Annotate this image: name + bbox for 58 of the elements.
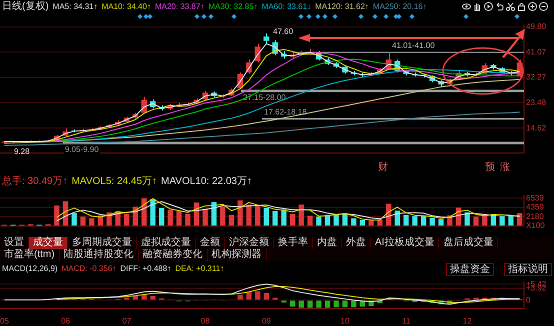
y-tick-label: 41.07 [526,47,547,56]
text: 预 [485,162,495,173]
text: MA60: 33.61↓ [262,1,312,13]
x-tick-label: 11 [402,316,411,326]
annotation: 41.01-41.00 [392,41,435,51]
y-tick-label: 6539 [526,193,544,202]
text: 金额 [196,237,225,249]
text: 成交量 [29,237,68,249]
chart-title: 日线(复权) [2,0,49,13]
x-tick-label: 09 [262,316,272,326]
text: MA5: 34.31↑ [52,1,98,13]
series-label: MAVOL10: 22.03万↑ [161,175,252,188]
y-tick-label: 23.48 [526,98,547,107]
y-tick-label: 49.80 [526,22,547,32]
text: MA10: 34.40↑ [102,1,151,13]
text: 市盈率(ttm) [0,249,60,261]
y-tick-label: X100 [526,221,546,230]
text: 财 [378,162,388,173]
text: DIFF: +0.488↑ [120,263,172,275]
text: 多周期成交量 [68,237,137,249]
band-label: 9.05-9.90 [64,144,100,154]
text: 内盘 [313,237,342,249]
series-label: MAVOL5: 24.45万↑ [72,175,158,188]
x-tick-label: 07 [122,316,132,326]
annotation: 47.60 [273,27,294,37]
x-tick-label: 05 [0,316,10,326]
text: MA250: 20.16↑ [372,1,427,13]
text: DEA: +0.311↑ [175,263,224,275]
y-tick-label: 4359 [526,202,544,212]
x-tick-label: 08 [200,316,210,326]
text: 换手率 [274,237,313,249]
text: MA30: 32.85↑ [208,1,258,13]
text: 涨 [500,162,510,173]
text: 机构探测器 [208,249,267,261]
text: 外盘 [342,237,371,249]
text: 盘后成交量 [439,237,498,249]
text: 指标说明 [504,263,552,276]
text: MA120: 31.62↑ [315,1,369,13]
text: 虚拟成交量 [137,237,196,249]
chart-title: MACD(12,26,9) [2,263,58,275]
y-tick-label: 14.62 [526,123,547,132]
series-label: 总手: 30.49万↑ [2,175,68,188]
text: 融资融券变化 [138,249,208,261]
text: MA20: 33.87↑ [154,1,204,13]
y-tick-label: 32.27 [526,72,547,82]
text: MACD: -0.356↑ [62,263,116,275]
y-tick-label: 0 [526,295,531,304]
x-tick-label: 12 [462,316,472,326]
annotation: 9.28 [14,147,30,157]
text: 设置 [0,237,29,249]
x-tick-label: 10 [340,316,350,326]
text: 陆股通持股变化 [60,249,139,261]
y-tick-label: 2180 [526,212,544,221]
band-label: 17.62-18.18 [264,108,308,117]
text: 沪深金额 [225,237,274,249]
text: 操盘资金 [446,263,494,276]
text: AI拉板成交量 [371,237,440,249]
x-tick-label: 06 [61,316,71,326]
